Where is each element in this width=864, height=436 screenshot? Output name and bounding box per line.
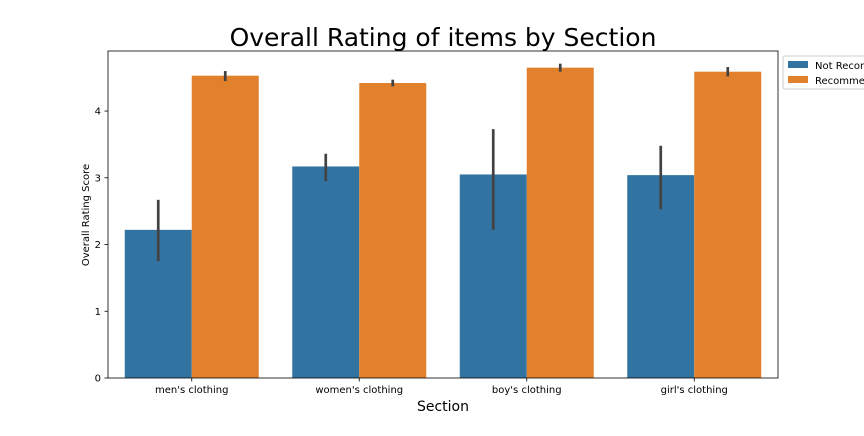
legend-swatch	[788, 61, 808, 68]
bar	[526, 67, 594, 379]
bar	[359, 83, 427, 378]
y-tick-label: 1	[95, 307, 101, 318]
plot-area	[124, 63, 762, 379]
x-tick-label: men's clothing	[155, 385, 229, 396]
x-tick-label: women's clothing	[315, 385, 403, 396]
axes: men's clothing women's clothing boy's clot…	[95, 50, 779, 396]
legend: Not Recommended Recommended	[782, 55, 864, 90]
y-tick-label: 3	[95, 173, 101, 184]
chart-title: Overall Rating of items by Section	[230, 23, 657, 52]
legend-swatch	[788, 76, 808, 83]
bar	[191, 75, 259, 378]
legend-label: Not Recommended	[815, 61, 864, 72]
bar	[292, 166, 360, 378]
legend-label: Recommended	[815, 76, 864, 87]
x-tick-label: girl's clothing	[661, 385, 728, 396]
plot-frame	[107, 50, 779, 379]
y-tick-label: 2	[95, 240, 101, 251]
y-tick-label: 4	[95, 107, 101, 118]
x-tick-label: boy's clothing	[492, 385, 562, 396]
bar	[694, 71, 762, 378]
y-tick-label: 0	[95, 374, 101, 385]
x-axis-label: Section	[417, 399, 469, 415]
y-axis-label: Overall Rating Score	[81, 164, 92, 266]
